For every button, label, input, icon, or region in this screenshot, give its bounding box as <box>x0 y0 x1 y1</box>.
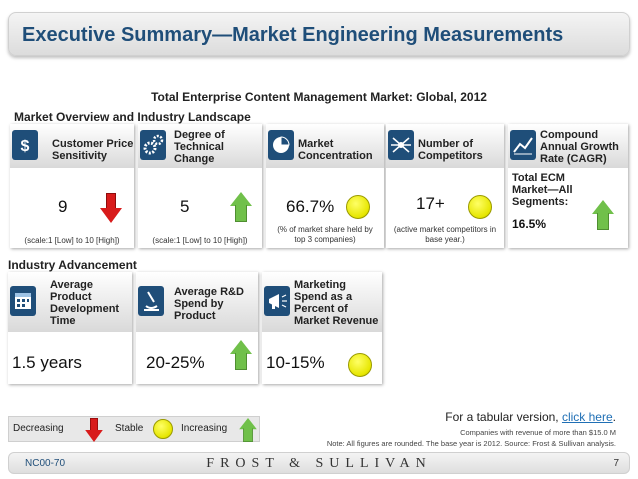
card-degree-of-technical-change: Degree of Technical Change 5 (scale:1 [L… <box>138 124 262 248</box>
card-label: Number of Competitors <box>418 138 483 162</box>
card-marketing-spend: Marketing Spend as a Percent of Market R… <box>262 272 382 384</box>
metric-value: 16.5% <box>512 217 547 231</box>
network-icon <box>388 130 414 160</box>
legend: Decreasing Stable Increasing <box>8 416 260 442</box>
card-header: Degree of Technical Change <box>138 124 262 168</box>
metric-note: (% of market share held by top 3 compani… <box>277 225 373 244</box>
legend-stable-label: Stable <box>115 423 144 434</box>
card-number-of-competitors: Number of Competitors 17+ (active market… <box>386 124 504 248</box>
metric-value: 9 <box>58 197 68 216</box>
slide-code: NC00-70 <box>25 458 66 469</box>
advancement-section-label: Industry Advancement <box>8 258 137 272</box>
card-label: Customer Price Sensitivity <box>52 138 134 162</box>
metric-value: 10-15% <box>266 353 325 372</box>
gears-icon <box>140 130 166 160</box>
increasing-arrow-icon <box>592 200 614 230</box>
source-note: Note: All figures are rounded. The base … <box>326 439 616 448</box>
footer-bar: NC00-70 FROST & SULLIVAN 7 <box>8 452 630 474</box>
card-label: Compound Annual Growth Rate (CAGR) <box>540 129 619 165</box>
card-header: Market Concentration <box>266 124 384 168</box>
increasing-arrow-icon <box>230 340 252 370</box>
pie-chart-icon <box>268 130 294 160</box>
card-header: Marketing Spend as a Percent of Market R… <box>262 272 382 332</box>
cagr-sub-label: Total ECM Market—All Segments: <box>512 172 573 208</box>
tabular-version-line: For a tabular version, click here. <box>445 410 616 424</box>
increasing-arrow-icon <box>230 192 252 222</box>
card-header: Average R&D Spend by Product <box>136 272 258 332</box>
card-label: Degree of Technical Change <box>174 129 225 165</box>
stable-circle-icon <box>346 195 370 219</box>
metric-value: 1.5 years <box>12 353 82 372</box>
metric-note: (active market competitors in base year.… <box>393 225 497 244</box>
title-bar <box>8 12 630 56</box>
card-product-development-time: Average Product Development Time 1.5 yea… <box>8 272 132 384</box>
card-label: Marketing Spend as a Percent of Market R… <box>294 279 379 327</box>
click-here-link[interactable]: click here <box>561 410 613 424</box>
overview-section-label: Market Overview and Industry Landscape <box>14 110 251 124</box>
metric-value: 17+ <box>416 194 445 213</box>
megaphone-icon <box>264 286 290 316</box>
card-header: $ Customer Price Sensitivity <box>10 124 134 168</box>
card-cagr: Compound Annual Growth Rate (CAGR) Total… <box>508 124 628 248</box>
market-subtitle: Total Enterprise Content Management Mark… <box>151 90 487 104</box>
dollar-sign-icon: $ <box>12 130 38 160</box>
card-market-concentration: Market Concentration 66.7% (% of market … <box>266 124 384 248</box>
metric-value: 20-25% <box>146 353 205 372</box>
metric-note: (scale:1 [Low] to 10 [High]) <box>24 236 120 245</box>
metric-value: 5 <box>180 197 190 216</box>
brand-logo-text: FROST & SULLIVAN <box>206 456 432 471</box>
legend-increasing-label: Increasing <box>181 423 228 434</box>
page-number: 7 <box>613 458 619 469</box>
stable-circle-icon <box>153 419 173 439</box>
decreasing-arrow-icon <box>100 193 122 223</box>
card-label: Market Concentration <box>298 138 373 162</box>
metric-note: (scale:1 [Low] to 10 [High]) <box>152 236 248 245</box>
decreasing-arrow-icon <box>85 418 103 442</box>
legend-decreasing-label: Decreasing <box>13 423 64 434</box>
card-header: Number of Competitors <box>386 124 504 168</box>
card-header: Average Product Development Time <box>8 272 132 332</box>
page-title: Executive Summary—Market Engineering Mea… <box>22 24 564 46</box>
stable-circle-icon <box>348 353 372 377</box>
card-header: Compound Annual Growth Rate (CAGR) <box>508 124 628 168</box>
svg-text:$: $ <box>21 138 30 155</box>
stable-circle-icon <box>468 195 492 219</box>
increasing-arrow-icon <box>239 418 257 442</box>
card-rd-spend: Average R&D Spend by Product 20-25% <box>136 272 258 384</box>
card-label: Average R&D Spend by Product <box>174 286 244 322</box>
microscope-icon <box>138 286 164 316</box>
metric-value: 66.7% <box>286 197 335 216</box>
line-chart-icon <box>510 130 536 160</box>
calendar-icon <box>10 286 36 316</box>
card-customer-price-sensitivity: $ Customer Price Sensitivity 9 (scale:1 … <box>10 124 134 248</box>
companies-note: Companies with revenue of more than $15.… <box>460 428 616 437</box>
card-label: Average Product Development Time <box>50 279 120 327</box>
